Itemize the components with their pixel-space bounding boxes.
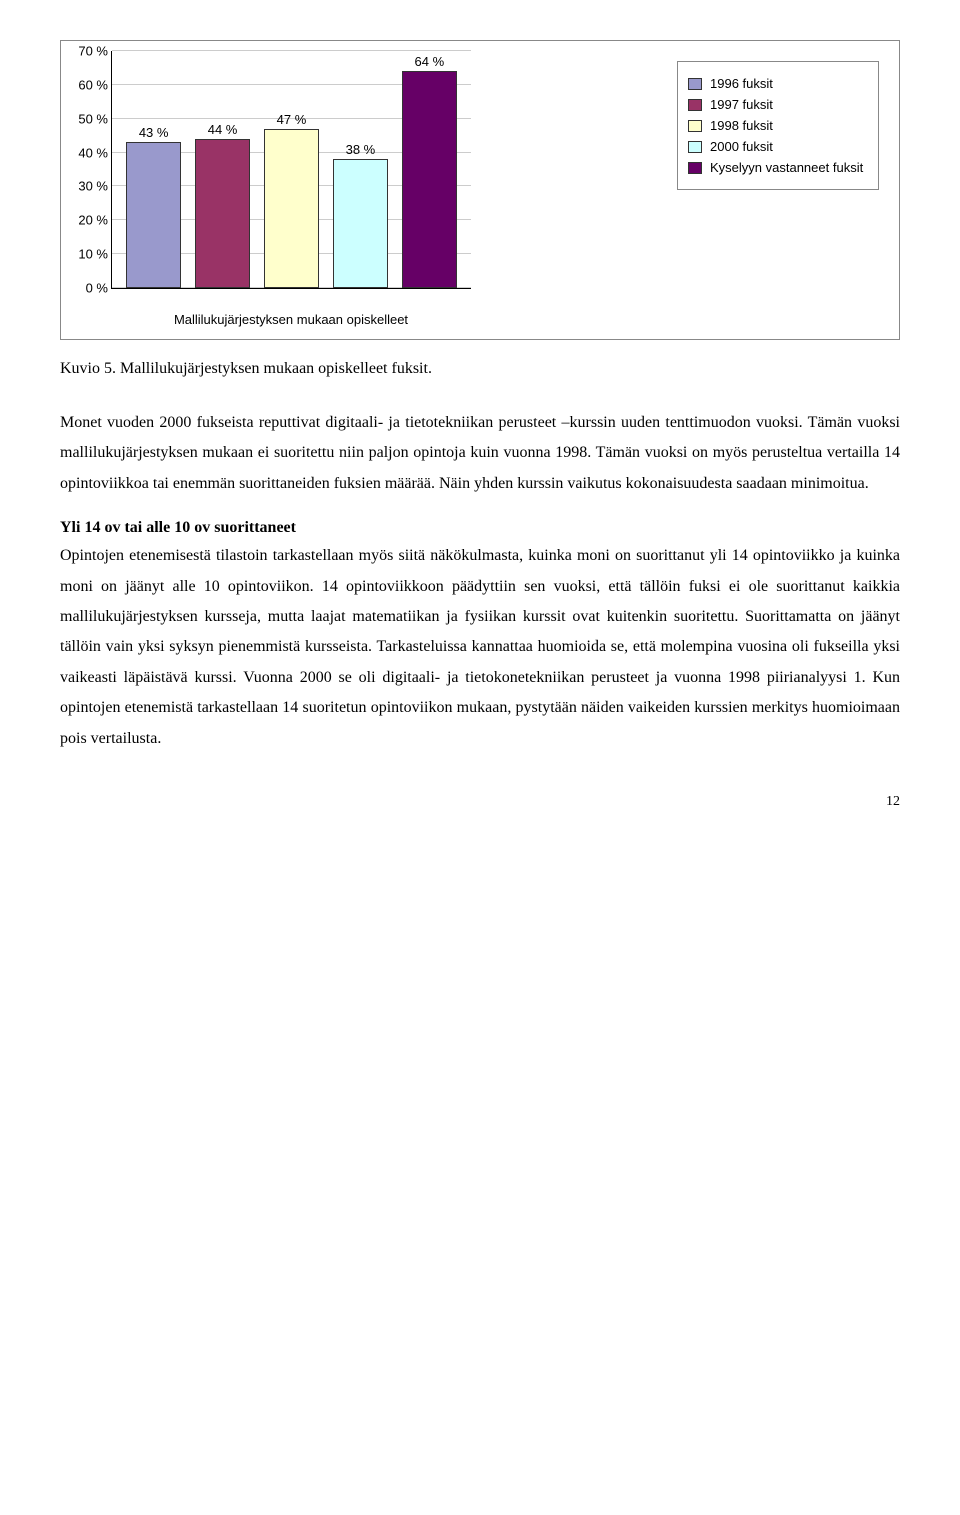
paragraph-2: Opintojen etenemisestä tilastoin tarkast… <box>60 541 900 754</box>
bar-value-label: 44 % <box>196 122 249 137</box>
y-tick-label: 60 % <box>70 77 108 92</box>
paragraph-1: Monet vuoden 2000 fukseista reputtivat d… <box>60 408 900 499</box>
y-tick-label: 50 % <box>70 111 108 126</box>
subheading: Yli 14 ov tai alle 10 ov suorittaneet <box>60 519 900 537</box>
y-tick-label: 10 % <box>70 247 108 262</box>
chart-bar: 64 % <box>402 71 457 288</box>
legend-item: 1997 fuksit <box>688 97 868 112</box>
legend-item: 1998 fuksit <box>688 118 868 133</box>
x-axis-label: Mallilukujärjestyksen mukaan opiskelleet <box>111 312 471 327</box>
y-tick-label: 20 % <box>70 213 108 228</box>
legend-item: 1996 fuksit <box>688 76 868 91</box>
legend-swatch <box>688 99 702 111</box>
legend-item: 2000 fuksit <box>688 139 868 154</box>
chart-plot-area: 0 %10 %20 %30 %40 %50 %60 %70 %43 %44 %4… <box>111 51 471 309</box>
bar-value-label: 64 % <box>403 54 456 69</box>
legend-swatch <box>688 120 702 132</box>
bar-value-label: 47 % <box>265 112 318 127</box>
legend-label: 1997 fuksit <box>710 97 773 112</box>
y-tick-label: 30 % <box>70 179 108 194</box>
chart-bar: 43 % <box>126 142 181 288</box>
legend-swatch <box>688 78 702 90</box>
bar-value-label: 38 % <box>334 142 387 157</box>
legend-label: 2000 fuksit <box>710 139 773 154</box>
legend-label: 1998 fuksit <box>710 118 773 133</box>
legend-swatch <box>688 141 702 153</box>
chart-bar: 44 % <box>195 139 250 288</box>
y-tick-label: 40 % <box>70 145 108 160</box>
bar-value-label: 43 % <box>127 125 180 140</box>
legend-label: 1996 fuksit <box>710 76 773 91</box>
chart-bar: 38 % <box>333 159 388 288</box>
chart-legend: 1996 fuksit 1997 fuksit 1998 fuksit 2000 fu… <box>677 61 879 190</box>
y-tick-label: 70 % <box>70 44 108 59</box>
legend-item: Kyselyyn vastanneet fuksit <box>688 160 868 175</box>
bar-chart: 0 % 10 % 20 % 30 % 40 % 50 % 60 % 70 % 43 % 44 % 4… <box>60 40 900 340</box>
page-number: 12 <box>60 794 900 810</box>
y-tick-label: 0 % <box>70 281 108 296</box>
chart-bar: 47 % <box>264 129 319 288</box>
legend-swatch <box>688 162 702 174</box>
figure-caption: Kuvio 5. Mallilukujärjestyksen mukaan op… <box>60 360 900 378</box>
legend-label: Kyselyyn vastanneet fuksit <box>710 160 863 175</box>
